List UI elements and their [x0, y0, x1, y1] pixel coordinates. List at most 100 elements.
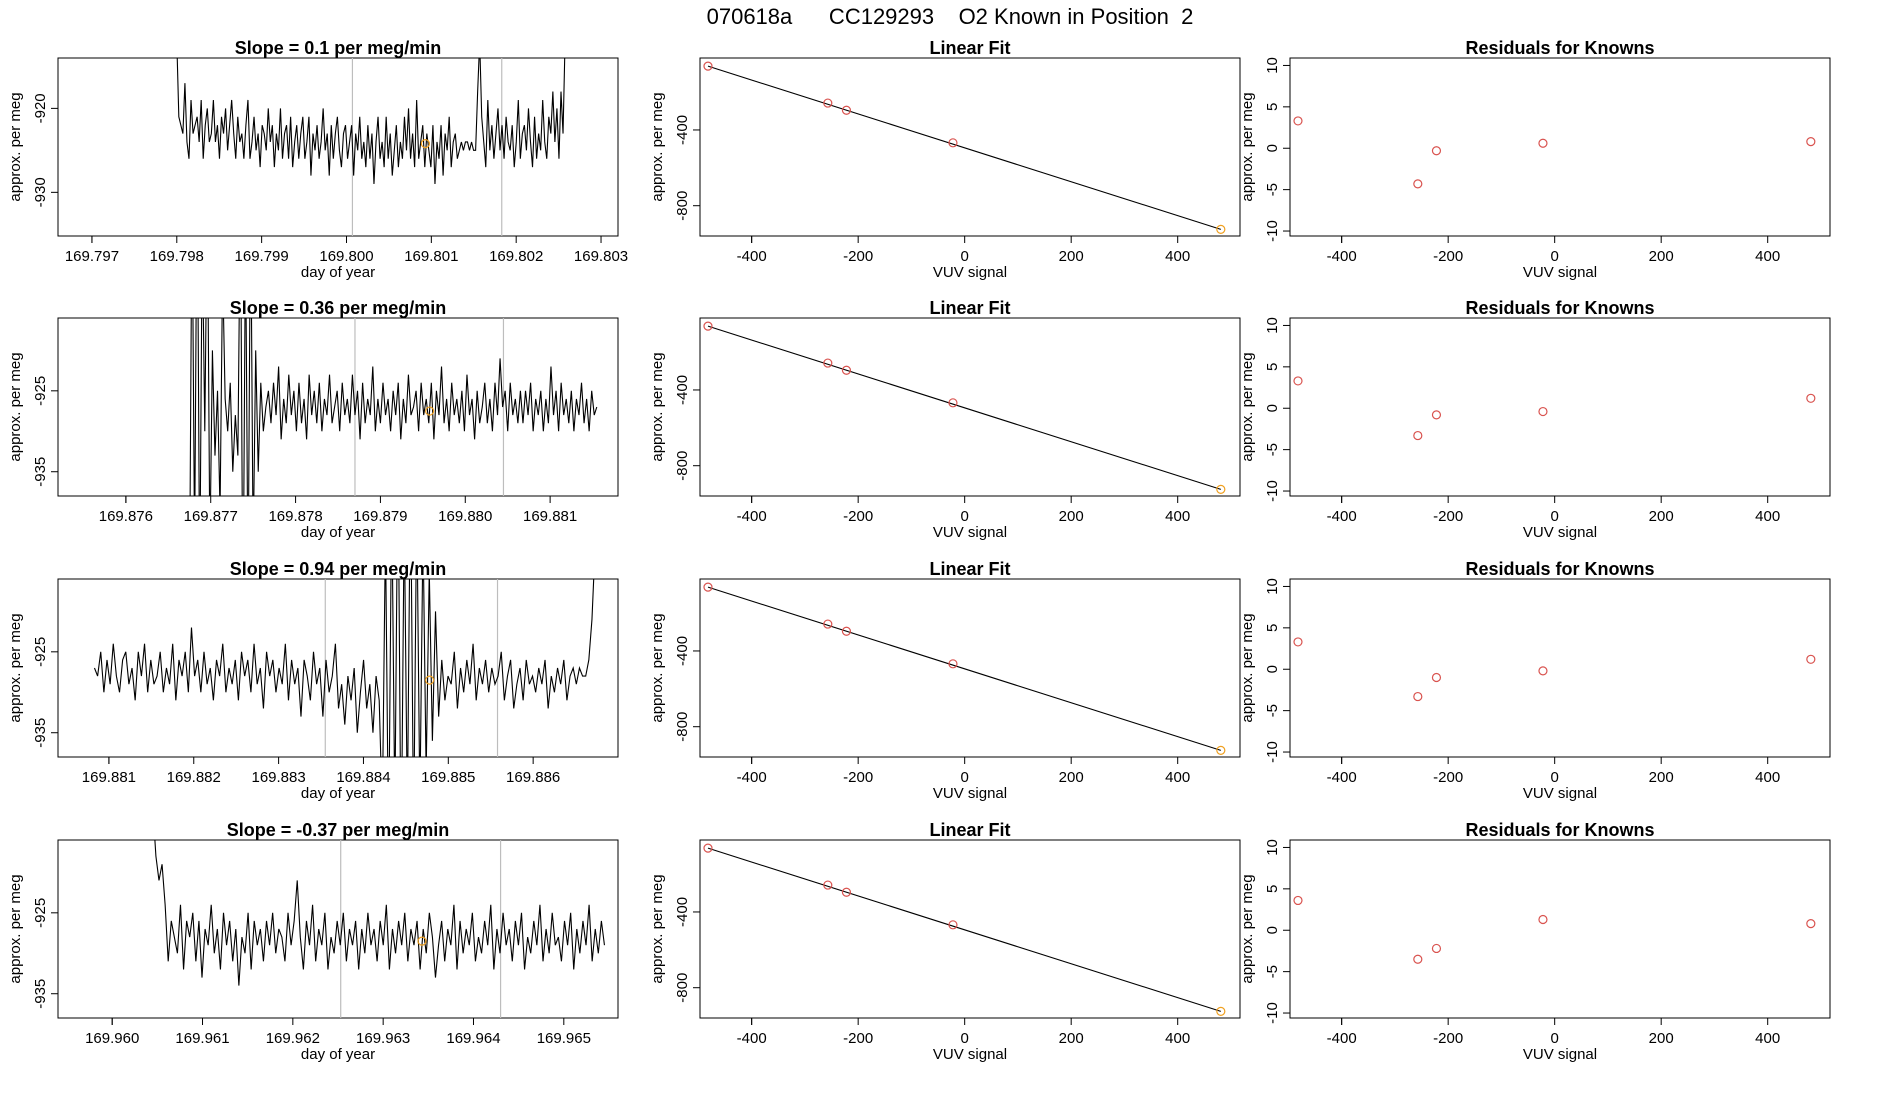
chart-title: Slope = 0.36 per meg/min	[230, 298, 447, 318]
x-tick-label: 400	[1755, 508, 1780, 525]
y-tick-label: -400	[674, 115, 691, 145]
x-tick-label: 400	[1165, 248, 1190, 265]
chart-panel-5: Linear Fit -400 -200 0 200 400 VUV signal -400 -…	[649, 298, 1241, 541]
x-tick-label: -400	[737, 508, 767, 525]
data-point	[1413, 430, 1423, 441]
y-axis-label: approx. per meg	[649, 613, 666, 722]
plot-frame	[57, 839, 619, 1019]
x-axis-label: day of year	[301, 785, 375, 802]
plot-frame	[57, 578, 619, 758]
y-tick-label: -925	[32, 637, 49, 667]
data-point	[703, 61, 713, 71]
x-tick-label: 400	[1755, 1030, 1780, 1047]
x-tick-label: 169.880	[438, 508, 492, 525]
y-axis-label: approx. per meg	[7, 92, 24, 201]
sample-point	[425, 675, 435, 685]
plot-area	[1293, 637, 1816, 702]
x-tick-label: -200	[843, 1030, 873, 1047]
y-tick-label: -10	[1264, 1002, 1281, 1024]
data-point	[1293, 895, 1303, 906]
data-point	[841, 365, 852, 375]
x-tick-label: 169.963	[356, 1030, 410, 1047]
data-point	[1538, 914, 1548, 925]
plot-area	[1293, 376, 1816, 441]
y-tick-label: 5	[1264, 624, 1281, 632]
x-tick-label: 200	[1649, 769, 1674, 786]
chart-panel-8: Linear Fit -400 -200 0 200 400 VUV signal -400 -…	[649, 559, 1241, 802]
y-tick-label: 0	[1264, 144, 1281, 152]
x-tick-label: 169.879	[353, 508, 407, 525]
x-tick-label: 169.877	[184, 508, 238, 525]
plot-frame	[1289, 317, 1831, 497]
data-point	[841, 626, 852, 636]
page-title: 070618a CC129293 O2 Known in Position 2	[706, 4, 1194, 29]
data-point	[823, 619, 833, 629]
x-tick-label: 169.961	[175, 1030, 229, 1047]
y-tick-label: -800	[674, 973, 691, 1003]
y-tick-label: -5	[1264, 704, 1281, 717]
x-axis-label: day of year	[301, 1046, 375, 1063]
data-point	[703, 582, 713, 592]
plot-frame	[699, 578, 1241, 758]
y-axis-label: approx. per meg	[1239, 613, 1256, 722]
x-axis-label: VUV signal	[933, 524, 1007, 541]
x-tick-label: 169.798	[150, 248, 204, 265]
y-axis-label: approx. per meg	[649, 352, 666, 461]
x-tick-label: 169.883	[251, 769, 305, 786]
plot-frame	[57, 57, 619, 237]
x-tick-label: 200	[1649, 1030, 1674, 1047]
data-point	[1293, 637, 1303, 647]
data-point	[1431, 943, 1442, 954]
x-tick-label: 400	[1755, 248, 1780, 265]
x-tick-label: 200	[1649, 508, 1674, 525]
chart-title: Linear Fit	[929, 298, 1010, 318]
data-point	[703, 321, 713, 331]
plot-area	[703, 843, 1226, 1016]
x-tick-label: 0	[1551, 508, 1559, 525]
data-point	[1431, 146, 1442, 156]
y-tick-label: 10	[1264, 578, 1281, 595]
x-tick-label: 169.797	[65, 248, 119, 265]
data-point	[823, 358, 833, 368]
y-tick-label: -5	[1264, 965, 1281, 978]
data-point	[1293, 376, 1303, 386]
x-axis-label: day of year	[301, 264, 375, 281]
x-tick-label: -200	[1433, 508, 1463, 525]
fit-line	[707, 65, 1221, 230]
x-tick-label: 200	[1649, 248, 1674, 265]
chart-title: Slope = -0.37 per meg/min	[227, 820, 450, 840]
y-tick-label: -925	[32, 898, 49, 928]
plot-area	[703, 61, 1226, 234]
x-tick-label: 169.965	[537, 1030, 591, 1047]
data-point	[1806, 137, 1816, 147]
x-tick-label: 169.802	[489, 248, 543, 265]
x-tick-label: -400	[737, 1030, 767, 1047]
chart-panel-11: Linear Fit -400 -200 0 200 400 VUV signal -400 -…	[649, 820, 1241, 1063]
x-axis-label: VUV signal	[933, 264, 1007, 281]
x-tick-label: -400	[1327, 508, 1357, 525]
data-point	[948, 920, 958, 930]
plot-frame	[699, 839, 1241, 1019]
chart-title: Linear Fit	[929, 559, 1010, 579]
plot-area	[1293, 116, 1816, 189]
x-tick-label: -200	[1433, 248, 1463, 265]
x-axis-label: VUV signal	[933, 785, 1007, 802]
y-tick-label: -400	[674, 636, 691, 666]
plot-frame	[1289, 57, 1831, 237]
plot-area	[154, 840, 605, 1018]
x-tick-label: 400	[1165, 508, 1190, 525]
series-line	[93, 579, 595, 757]
x-tick-label: 169.884	[336, 769, 390, 786]
x-tick-label: 169.881	[82, 769, 136, 786]
x-axis-label: VUV signal	[933, 1046, 1007, 1063]
y-tick-label: 10	[1264, 317, 1281, 334]
data-point	[1216, 1006, 1226, 1016]
y-tick-label: 0	[1264, 665, 1281, 673]
chart-title: Slope = 0.94 per meg/min	[230, 559, 447, 579]
x-axis-label: VUV signal	[1523, 1046, 1597, 1063]
y-axis-label: approx. per meg	[7, 613, 24, 722]
sample-point	[425, 406, 435, 416]
chart-panel-6: Residuals for Knowns -400 -200 0 200 400 VUV s…	[1239, 298, 1831, 541]
x-tick-label: 0	[961, 769, 969, 786]
y-tick-label: -400	[674, 897, 691, 927]
